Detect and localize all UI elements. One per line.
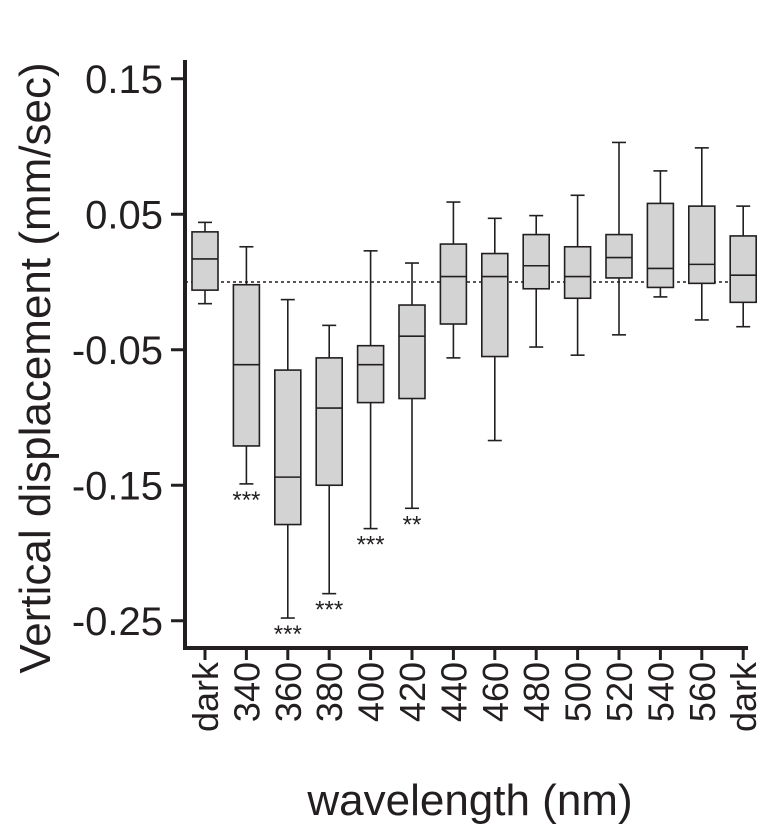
plot-area: **************0.150.05-0.05-0.15-0.25dar… <box>72 58 764 732</box>
significance-label: *** <box>315 597 343 624</box>
x-tick-label: 460 <box>475 662 516 722</box>
box-380 <box>315 357 344 487</box>
box-440 <box>439 243 468 325</box>
x-tick-label: 420 <box>392 662 433 722</box>
y-tick-label: 0.05 <box>85 193 163 237</box>
box-540 <box>646 202 675 289</box>
box-460 <box>480 252 509 358</box>
x-tick-label: dark <box>723 661 764 732</box>
y-tick-label: 0.15 <box>85 58 163 102</box>
x-tick-label: 360 <box>268 662 309 722</box>
x-axis-title: wavelength (nm) <box>306 776 632 825</box>
y-tick-label: -0.05 <box>72 329 163 373</box>
x-tick-label: 560 <box>682 662 723 722</box>
x-tick-label: 340 <box>226 662 267 722</box>
x-tick-label: 380 <box>309 662 350 722</box>
y-tick-label: -0.25 <box>72 600 163 644</box>
significance-label: *** <box>232 487 260 514</box>
significance-label: *** <box>357 532 385 559</box>
x-tick-label: 520 <box>599 662 640 722</box>
significance-label: *** <box>274 621 302 648</box>
box-360 <box>273 369 302 526</box>
box-400 <box>356 344 385 404</box>
y-axis-title: Vertical displacement (mm/sec) <box>11 62 60 673</box>
box-420 <box>398 304 426 400</box>
x-tick-label: dark <box>185 661 226 732</box>
box-560 <box>687 205 716 285</box>
box-520 <box>605 233 633 279</box>
x-tick-label: 480 <box>516 662 557 722</box>
box-dark <box>729 235 758 304</box>
x-tick-label: 440 <box>433 662 474 722</box>
x-tick-label: 500 <box>558 662 599 722</box>
x-tick-label: 540 <box>640 662 681 722</box>
significance-label: ** <box>403 511 422 538</box>
box-dark <box>191 231 219 291</box>
x-tick-label: 400 <box>351 662 392 722</box>
box-500 <box>563 245 592 300</box>
box-480 <box>522 233 551 290</box>
y-tick-label: -0.15 <box>72 464 163 508</box>
